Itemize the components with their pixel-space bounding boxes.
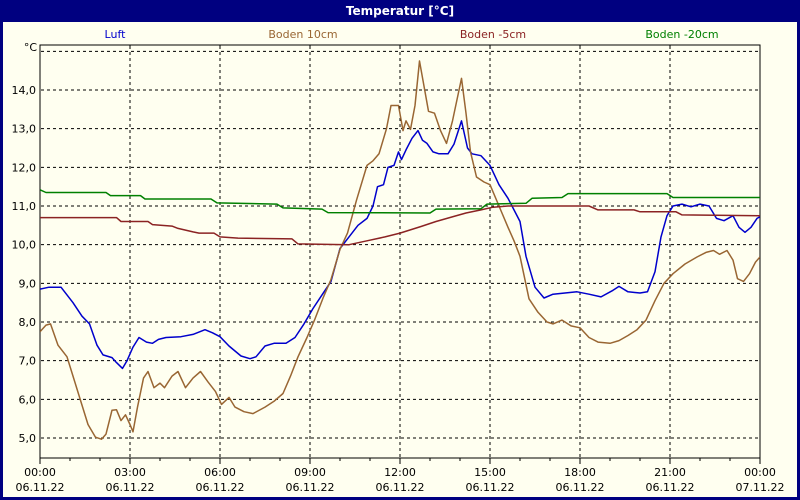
legend-label-boden-10cm: Boden 10cm	[268, 28, 338, 41]
x-date-label: 07.11.22	[736, 481, 785, 494]
chart-title: Temperatur [°C]	[345, 4, 455, 18]
x-time-label: 06:00	[204, 466, 236, 479]
series-line-boden-20cm	[40, 189, 760, 214]
y-tick-label: 7,0	[19, 355, 37, 368]
y-tick-label: 11,0	[12, 200, 37, 213]
x-time-label: 00:00	[744, 466, 776, 479]
legend-label-luft: Luft	[104, 28, 126, 41]
x-date-label: 06.11.22	[286, 481, 335, 494]
x-time-label: 09:00	[294, 466, 326, 479]
x-time-label: 03:00	[114, 466, 146, 479]
x-date-label: 06.11.22	[376, 481, 425, 494]
series-line-boden-10cm	[40, 60, 760, 440]
y-tick-label: 10,0	[12, 239, 37, 252]
y-tick-label: 13,0	[12, 123, 37, 136]
y-tick-label: 12,0	[12, 161, 37, 174]
x-time-label: 00:00	[24, 466, 56, 479]
x-date-label: 06.11.22	[16, 481, 65, 494]
series-line-boden-5cm	[40, 205, 760, 246]
y-tick-label: 5,0	[19, 432, 37, 445]
y-tick-label: 8,0	[19, 316, 37, 329]
y-tick-label: 9,0	[19, 277, 37, 290]
y-tick-label: 6,0	[19, 393, 37, 406]
legend-label-boden-20cm: Boden -20cm	[645, 28, 719, 41]
y-tick-label: 14,0	[12, 84, 37, 97]
x-time-label: 21:00	[654, 466, 686, 479]
series-line-luft	[40, 120, 760, 370]
x-time-label: 15:00	[474, 466, 506, 479]
legend-label-boden-5cm: Boden -5cm	[459, 28, 527, 41]
x-time-label: 12:00	[384, 466, 416, 479]
x-date-label: 06.11.22	[106, 481, 155, 494]
x-date-label: 06.11.22	[466, 481, 515, 494]
x-time-label: 18:00	[564, 466, 596, 479]
x-date-label: 06.11.22	[196, 481, 245, 494]
title-bar: Temperatur [°C]	[3, 3, 797, 22]
x-date-label: 06.11.22	[646, 481, 695, 494]
y-axis-unit: °C	[24, 41, 38, 54]
x-date-label: 06.11.22	[556, 481, 605, 494]
